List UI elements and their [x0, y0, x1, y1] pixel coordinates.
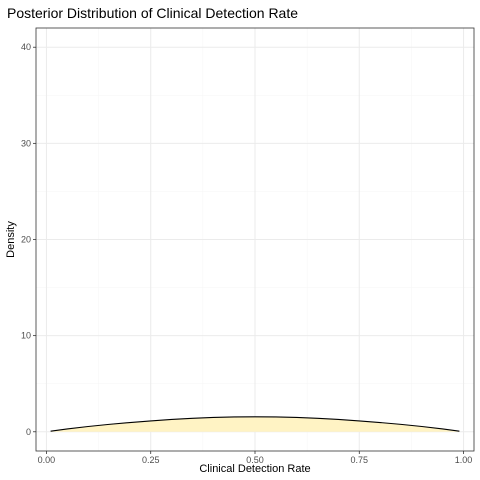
- x-tick-label: 1.00: [455, 455, 473, 465]
- y-axis: 0 10 20 30 40: [21, 42, 36, 437]
- x-tick-label: 0.25: [142, 455, 160, 465]
- grid: [36, 28, 474, 451]
- data-area: [50, 416, 460, 432]
- x-tick-label: 0.50: [246, 455, 264, 465]
- density-line: [50, 416, 460, 432]
- x-axis: 0.00 0.25 0.50 0.75 1.00: [38, 451, 473, 465]
- density-area-fill: [50, 416, 460, 432]
- x-tick-label: 0.00: [38, 455, 56, 465]
- y-tick-label: 0: [26, 427, 31, 437]
- x-axis-title: Clinical Detection Rate: [199, 463, 310, 475]
- y-tick-label: 20: [21, 235, 31, 245]
- x-tick-label: 0.75: [351, 455, 369, 465]
- y-tick-label: 30: [21, 138, 31, 148]
- chart-title: Posterior Distribution of Clinical Detec…: [7, 5, 298, 21]
- y-tick-label: 40: [21, 42, 31, 52]
- y-axis-title: Density: [5, 221, 17, 258]
- y-tick-label: 10: [21, 331, 31, 341]
